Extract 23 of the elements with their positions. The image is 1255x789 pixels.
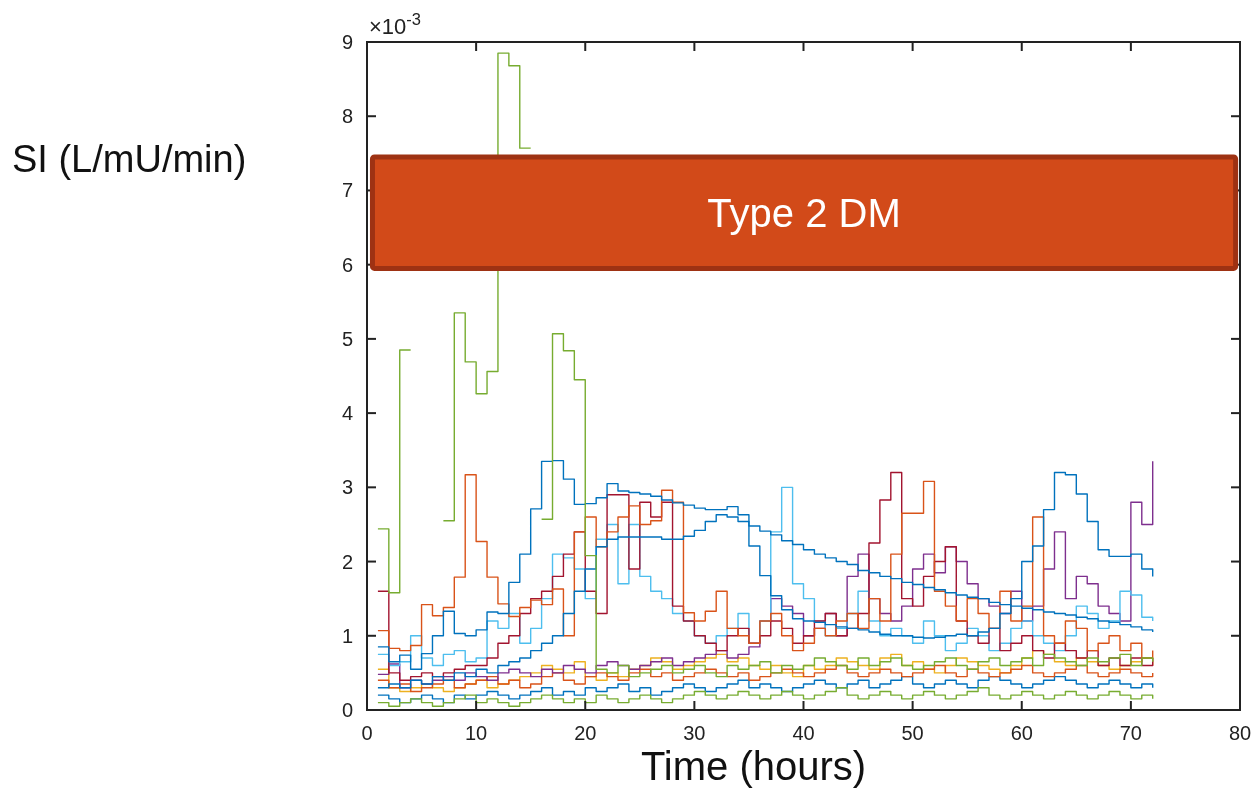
x-tick-label: 50: [901, 722, 924, 744]
y-tick-label: 7: [341, 179, 353, 202]
x-axis-title: Time (hours): [640, 744, 867, 788]
x-tick-label: 30: [683, 722, 706, 744]
y-tick-label: 9: [341, 31, 353, 53]
y-tick-label: 1: [341, 624, 353, 647]
y-tick-label: 0: [341, 699, 353, 721]
y-tick-label: 5: [341, 327, 353, 350]
x-tick-label: 60: [1010, 722, 1033, 744]
y-tick-label: 2: [341, 550, 353, 573]
y-tick-label: 3: [341, 476, 353, 499]
x-tick-label: 70: [1119, 722, 1142, 744]
text: ×10$^{-3}$: [369, 10, 421, 39]
x-tick-label: 40: [792, 722, 815, 744]
y-tick-label: 4: [341, 402, 353, 425]
x-tick-label: 20: [574, 722, 597, 744]
x-tick-label: 10: [465, 722, 488, 744]
y-axis-title: SI (L/mU/min): [12, 138, 247, 180]
x-tick-label: 80: [1228, 722, 1252, 744]
x-tick-label: 0: [361, 722, 373, 744]
y-tick-label: 8: [341, 105, 353, 128]
y-tick-label: 6: [341, 253, 353, 276]
annotation: Type 2 DM: [707, 190, 901, 235]
